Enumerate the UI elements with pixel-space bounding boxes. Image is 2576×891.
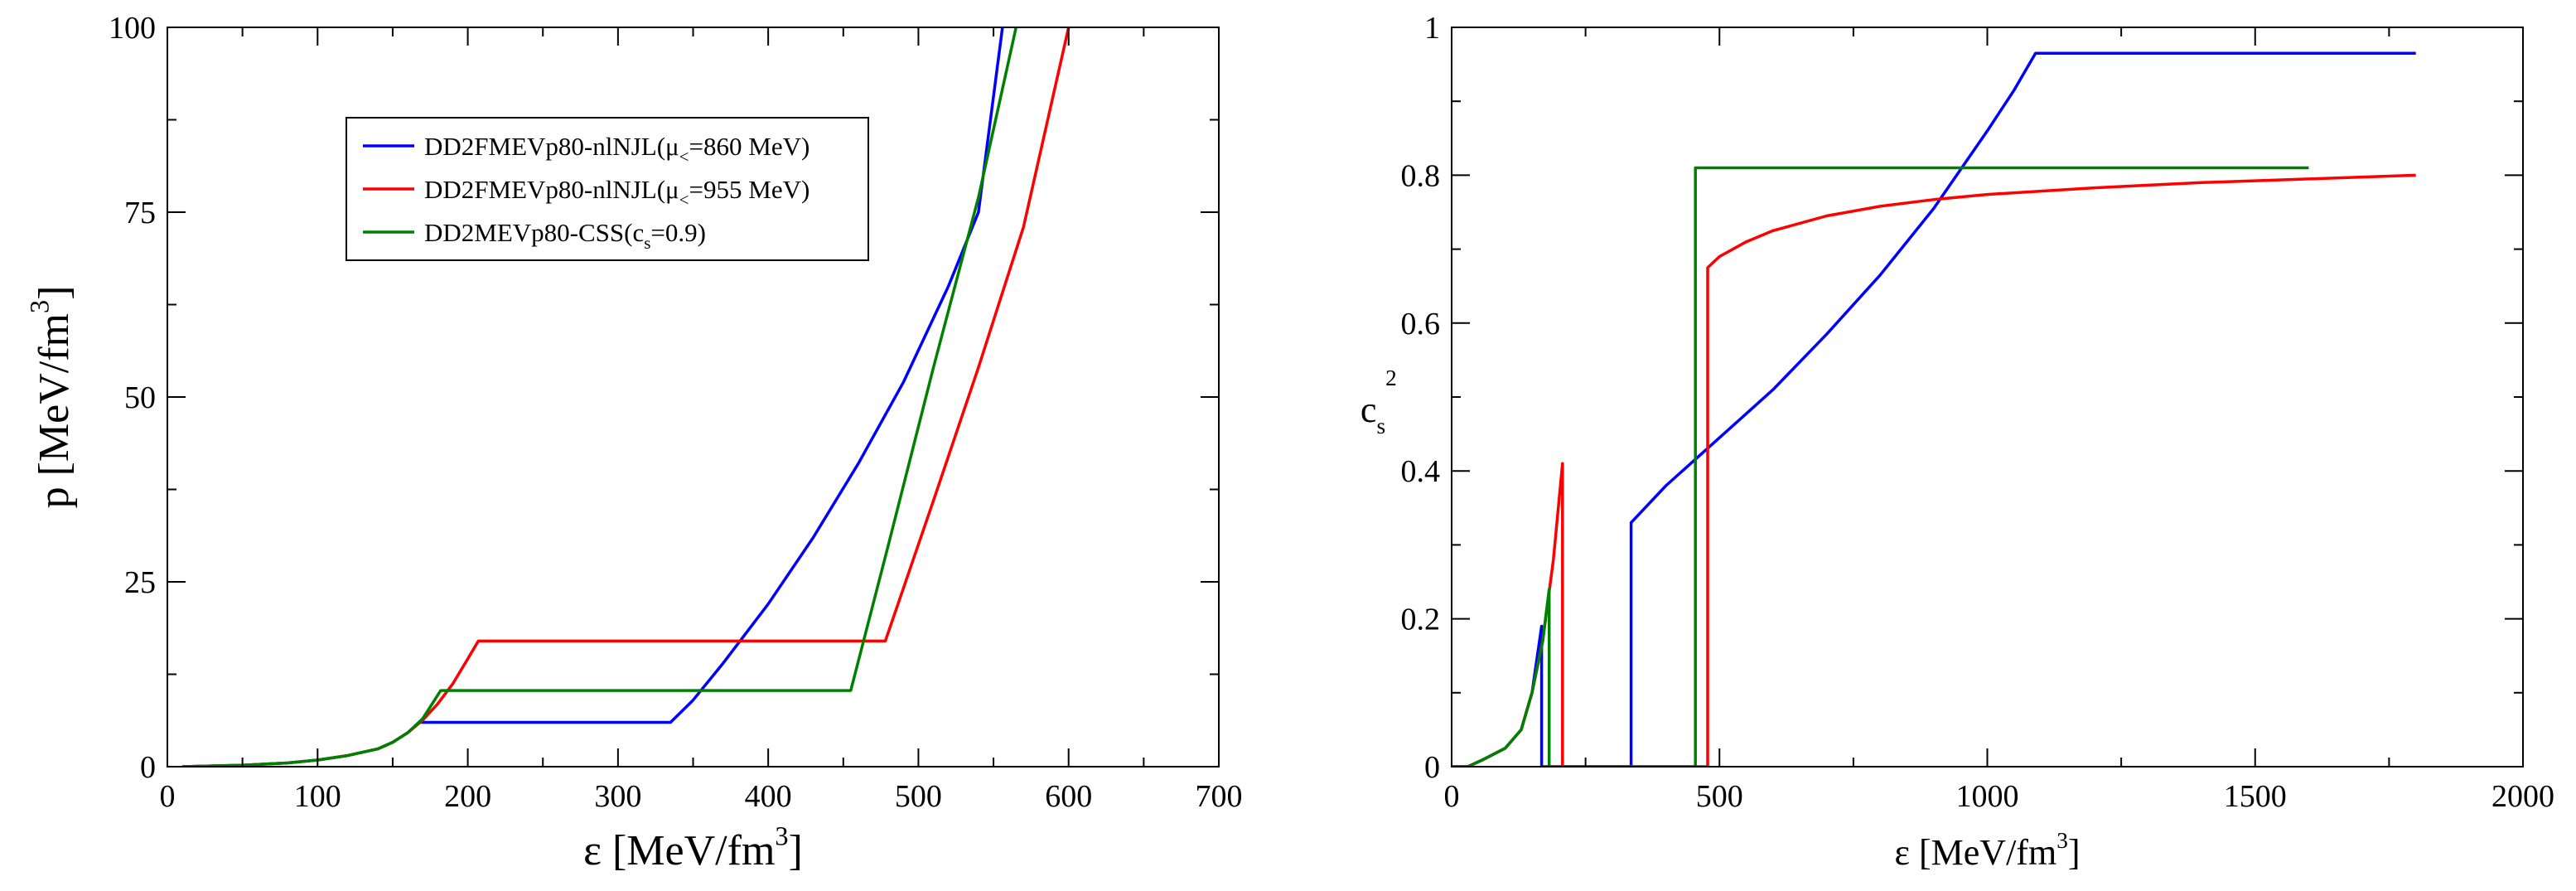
series-group xyxy=(1452,51,2416,767)
x-tick-label: 300 xyxy=(594,779,641,814)
x-axis-label: ε [MeV/fm3] xyxy=(1895,828,2081,873)
x-tick-label: 700 xyxy=(1196,779,1243,814)
x-tick-label: 2000 xyxy=(2491,779,2554,814)
y-axis-label-sup: 3 xyxy=(25,300,55,313)
y-tick-label: 0 xyxy=(140,750,156,785)
y-tick-label: 50 xyxy=(124,380,156,415)
legend-entry-subscript: < xyxy=(679,190,689,210)
y-tick-label: 1 xyxy=(1424,11,1440,46)
y-tick-label: 100 xyxy=(109,11,156,46)
legend-box xyxy=(346,117,869,261)
legend-entry-text: DD2MEVp80-CSS(c xyxy=(424,218,644,247)
x-tick-label: 0 xyxy=(160,779,176,814)
series-line-green xyxy=(182,27,1018,767)
x-tick-label: 500 xyxy=(1696,779,1743,814)
y-axis-label-tail: ] xyxy=(31,286,78,300)
series-line-green xyxy=(1452,166,2309,767)
y-axis-label-sup: 2 xyxy=(1385,366,1397,390)
y-tick-label: 25 xyxy=(124,565,156,600)
x-tick-label: 0 xyxy=(1444,779,1460,814)
legend-entry-text-tail: =955 MeV) xyxy=(689,175,810,204)
legend-entry-subscript: s xyxy=(644,233,650,253)
x-axis-label-tail: ] xyxy=(2068,832,2081,873)
legend-entry-text-tail: =860 MeV) xyxy=(689,132,810,161)
series-line-blue xyxy=(1452,51,2416,767)
y-axis-label-main: p [MeV/fm xyxy=(31,313,78,508)
legend-entry-text-tail: =0.9) xyxy=(650,218,706,247)
y-axis-label: cs xyxy=(1360,390,1385,438)
sound-speed-chart: 0 500 1000 1500 2000 0 0.2 0.4 0.6 0.8 1 ε [MeV/fm3… xyxy=(1360,11,2554,873)
x-tick-label: 1500 xyxy=(2224,779,2287,814)
x-tick-label: 100 xyxy=(294,779,341,814)
y-tick-label: 0.6 xyxy=(1401,307,1441,341)
pressure-chart: 0 100 200 300 400 500 600 700 0 25 50 75 100 ε [MeV/f… xyxy=(25,11,1243,874)
series-line-red xyxy=(1452,173,2416,767)
x-axis-label-sup: 3 xyxy=(2056,828,2068,853)
legend-entry-text: DD2FMEVp80-nlNJL(μ xyxy=(424,175,679,204)
x-tick-label: 400 xyxy=(745,779,792,814)
x-tick-label: 200 xyxy=(444,779,491,814)
x-axis-label-tail: ] xyxy=(789,827,803,874)
y-tick-label: 0.4 xyxy=(1401,454,1441,489)
x-axis-label: ε [MeV/fm3] xyxy=(583,821,803,874)
y-tick-label: 0 xyxy=(1424,750,1440,785)
legend-entry-subscript: < xyxy=(679,147,689,167)
x-tick-label: 1000 xyxy=(1956,779,2019,814)
y-tick-label: 0.8 xyxy=(1401,158,1441,193)
x-tick-label: 500 xyxy=(895,779,942,814)
legend: DD2FMEVp80-nlNJL(μ<=860 MeV)DD2FMEVp80-n… xyxy=(346,117,869,261)
x-axis-label-main: ε [MeV/fm xyxy=(583,827,775,874)
legend-entry-label: DD2MEVp80-CSS(cs=0.9) xyxy=(424,218,706,253)
plot-frame xyxy=(1451,27,2524,768)
legend-entry-text: DD2FMEVp80-nlNJL(μ xyxy=(424,132,679,161)
x-axis-label-sup: 3 xyxy=(775,821,788,851)
legend-entry-label: DD2FMEVp80-nlNJL(μ<=860 MeV) xyxy=(424,132,810,167)
x-axis-label-main: ε [MeV/fm xyxy=(1895,832,2057,873)
y-axis-label-main: c xyxy=(1360,390,1377,430)
legend-entry-label: DD2FMEVp80-nlNJL(μ<=955 MeV) xyxy=(424,175,810,210)
y-tick-label: 75 xyxy=(124,196,156,230)
y-axis-label: p [MeV/fm3] xyxy=(25,286,78,509)
y-axis-label-sub: s xyxy=(1376,414,1385,438)
y-tick-label: 0.2 xyxy=(1401,603,1441,637)
x-tick-label: 600 xyxy=(1045,779,1092,814)
